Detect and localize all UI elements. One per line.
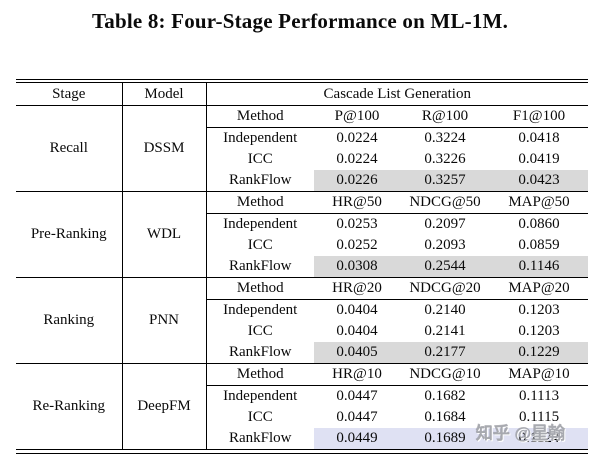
model-cell: DeepFM: [122, 363, 207, 450]
metric-header-cell: Method: [206, 191, 314, 215]
metric-header-cell: R@100: [400, 105, 490, 129]
value-cell: 0.2141: [424, 323, 466, 340]
stage-cell: Pre-Ranking: [16, 191, 123, 279]
value-cell: 0.1113: [518, 388, 560, 405]
value-cell: 0.0405: [314, 342, 400, 365]
value-cell: 0.0449: [314, 428, 400, 450]
value-cell: 0.2097: [424, 216, 466, 233]
value-cell: 0.2177: [400, 342, 490, 365]
performance-table: Stage Model Cascade List Generation Reca…: [16, 83, 589, 450]
value-cell: 0.2093: [424, 237, 466, 254]
method-cell: Independent: [223, 302, 298, 319]
metric-header-cell: Method: [206, 105, 314, 129]
table-header-row: Stage Model Cascade List Generation: [16, 83, 589, 107]
value-cell: 0.1203: [518, 323, 560, 340]
table-row: Independent 0.0224 0.3224 0.0418: [16, 128, 588, 150]
value-cell: 0.0447: [336, 409, 378, 426]
stage-header: Stage: [16, 83, 123, 107]
value-cell: 0.0224: [336, 151, 378, 168]
value-cell: 0.0418: [518, 130, 560, 147]
metric-header-cell: MAP@50: [490, 191, 589, 215]
metric-header-cell: Method: [206, 363, 314, 387]
model-cell: DSSM: [122, 105, 207, 193]
table-row: RankFlow 0.0449 0.1689 0.1124: [16, 428, 589, 450]
table-row: Re-Ranking DeepFM Method HR@10 NDCG@10 M…: [16, 363, 589, 450]
method-cell: RankFlow: [206, 170, 314, 193]
stage-cell: Ranking: [16, 277, 123, 365]
table-row: Pre-Ranking WDL Method HR@50 NDCG@50 MAP…: [16, 191, 589, 279]
value-cell: 0.0860: [518, 216, 560, 233]
method-cell: ICC: [247, 151, 273, 168]
value-cell: 0.1146: [490, 256, 589, 279]
table-row: ICC 0.0447 0.1684 0.1115: [16, 407, 588, 428]
cascade-header: Cascade List Generation: [206, 83, 589, 107]
table-row: ICC 0.0252 0.2093 0.0859: [16, 235, 588, 256]
model-cell: WDL: [122, 191, 207, 279]
value-cell: 0.0419: [518, 151, 560, 168]
bottom-double-rule: [16, 449, 588, 454]
value-cell: 0.0308: [314, 256, 400, 279]
method-cell: RankFlow: [206, 256, 314, 279]
stage-cell: Recall: [16, 105, 123, 193]
value-cell: 0.0252: [336, 237, 378, 254]
table-row: Independent 0.0253 0.2097 0.0860: [16, 214, 588, 236]
method-cell: RankFlow: [206, 342, 314, 365]
value-cell: 0.3226: [424, 151, 466, 168]
model-cell: PNN: [122, 277, 207, 365]
results-table: Stage Model Cascade List Generation Reca…: [16, 79, 589, 454]
method-cell: RankFlow: [228, 430, 292, 447]
value-cell: 0.1229: [490, 342, 589, 365]
value-cell: 0.1682: [424, 388, 466, 405]
table-row: RankFlow 0.0308 0.2544 0.1146: [16, 256, 589, 279]
value-cell: 0.1203: [518, 302, 560, 319]
table-caption: Table 8: Four-Stage Performance on ML-1M…: [91, 9, 509, 33]
table-row: Recall DSSM Method P@100 R@100 F1@100: [16, 105, 589, 193]
metric-header-cell: NDCG@50: [400, 191, 490, 215]
method-cell: Independent: [223, 216, 298, 233]
method-cell: ICC: [247, 323, 273, 340]
watermark: 知乎 @星翰: [476, 424, 566, 443]
value-cell: 0.0404: [336, 302, 378, 319]
value-cell: 0.1115: [518, 409, 560, 426]
metric-header-cell: MAP@10: [490, 363, 589, 387]
value-cell: 0.0404: [336, 323, 378, 340]
table-row: Independent 0.0447 0.1682 0.1113: [16, 386, 588, 408]
metric-header-cell: NDCG@20: [400, 277, 490, 301]
stage-cell: Re-Ranking: [16, 363, 123, 450]
value-cell: 0.0859: [518, 237, 560, 254]
table-row: ICC 0.0224 0.3226 0.0419: [16, 149, 588, 170]
value-cell: 0.3257: [400, 170, 490, 193]
value-cell: 0.1684: [424, 409, 466, 426]
metric-header-cell: HR@50: [314, 191, 400, 215]
method-cell: ICC: [247, 409, 273, 426]
metric-header-cell: P@100: [314, 105, 400, 129]
metric-header-cell: Method: [206, 277, 314, 301]
model-header: Model: [122, 83, 207, 107]
value-cell: 0.0423: [490, 170, 589, 193]
value-cell: 0.0447: [336, 388, 378, 405]
method-cell: ICC: [247, 237, 273, 254]
metric-header-cell: HR@10: [314, 363, 400, 387]
value-cell: 0.1689: [400, 428, 490, 450]
method-cell: Independent: [223, 388, 298, 405]
metric-header-cell: NDCG@10: [400, 363, 490, 387]
table-row: ICC 0.0404 0.2141 0.1203: [16, 321, 588, 342]
value-cell: 0.0253: [336, 216, 378, 233]
metric-header-cell: MAP@20: [490, 277, 589, 301]
metric-header-cell: F1@100: [490, 105, 589, 129]
method-cell: Independent: [223, 130, 298, 147]
table-row: RankFlow 0.0405 0.2177 0.1229: [16, 342, 589, 365]
value-cell: 0.3224: [424, 130, 466, 147]
value-cell: 0.2140: [424, 302, 466, 319]
value-cell: 0.2544: [400, 256, 490, 279]
value-cell: 0.0224: [336, 130, 378, 147]
table-row: Ranking PNN Method HR@20 NDCG@20 MAP@20: [16, 277, 589, 365]
top-double-rule: [16, 79, 588, 84]
table-row: RankFlow 0.0226 0.3257 0.0423: [16, 170, 589, 193]
value-cell: 0.1124: [490, 428, 589, 450]
value-cell: 0.0226: [314, 170, 400, 193]
table-row: Independent 0.0404 0.2140 0.1203: [16, 300, 588, 322]
metric-header-cell: HR@20: [314, 277, 400, 301]
